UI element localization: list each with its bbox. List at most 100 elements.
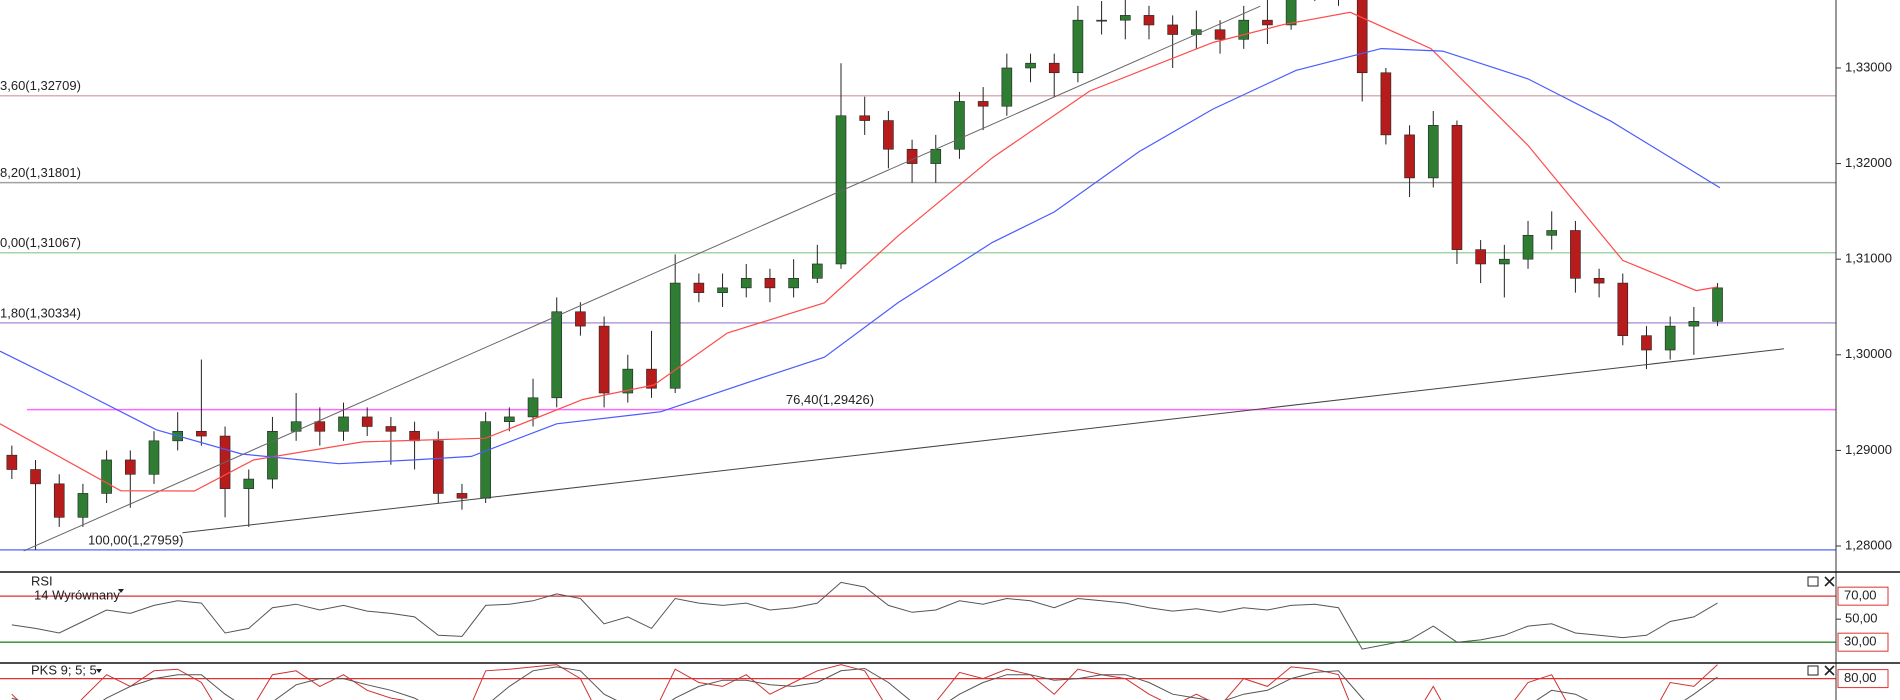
y-tick-label: 1,29000	[1845, 442, 1892, 457]
candle-body	[1712, 287, 1723, 322]
candle-body	[480, 421, 491, 499]
candle-body	[30, 469, 41, 485]
candle-body	[1238, 19, 1250, 40]
candle-body	[930, 148, 942, 164]
candle-body	[1546, 230, 1558, 236]
candle-body	[1688, 321, 1700, 327]
stoch-panel	[0, 664, 1836, 700]
y-tick-label: 1,31000	[1845, 251, 1892, 266]
candle-body	[504, 416, 515, 423]
panel-title: PKS 9; 5; 5	[31, 662, 97, 677]
trend-line	[23, 5, 1261, 552]
candle-body	[1048, 62, 1060, 74]
candle-body	[1072, 19, 1084, 74]
candle-body	[859, 115, 870, 121]
candle-body	[1285, 0, 1297, 26]
candle-body	[1522, 234, 1534, 260]
y-tick-label: 1,30000	[1845, 346, 1892, 361]
level-label: 100,00(1,27959)	[88, 532, 183, 547]
dropdown-arrow[interactable]	[118, 589, 124, 593]
candle-body	[196, 430, 207, 437]
candle-body	[385, 426, 397, 432]
level-label: 3,60(1,32709)	[0, 78, 81, 93]
candle-body	[1262, 19, 1273, 26]
level-label-box	[1837, 632, 1889, 652]
dropdown-arrow[interactable]	[96, 669, 102, 673]
candle-body	[456, 493, 468, 499]
level-label: 30,00	[1844, 634, 1877, 649]
candle-body	[1214, 29, 1226, 40]
candle-body	[788, 278, 799, 289]
level-label: 0,00(1,31067)	[0, 235, 81, 250]
candle-body	[598, 325, 610, 394]
candle-body	[53, 483, 65, 518]
candle-body	[1570, 230, 1581, 279]
y-tick-label: 1,28000	[1845, 537, 1892, 552]
candle-body	[101, 459, 112, 494]
candle-body	[740, 278, 752, 289]
candle-body	[622, 368, 634, 394]
candle-body	[835, 115, 847, 265]
candle-body	[883, 120, 894, 150]
panel-subtitle: 14 Wyrównany	[34, 587, 120, 602]
candle-body	[1119, 15, 1131, 21]
moving-average	[0, 47, 1721, 465]
candle-body	[1191, 29, 1202, 35]
candle-body	[409, 430, 420, 442]
y-tick-label: 50,00	[1845, 611, 1878, 626]
candle-body	[1380, 72, 1392, 136]
trend-line	[182, 348, 1784, 534]
candle-body	[1617, 282, 1629, 336]
candle-body	[669, 282, 681, 389]
rsi-panel	[0, 581, 1836, 650]
candle-body	[361, 416, 373, 427]
moving-average	[0, 11, 1718, 492]
candle-body	[693, 282, 705, 293]
price-panel: 3,60(1,32709) 8,20(1,31801) 0,00(1,31067) 1…	[0, 0, 1836, 552]
candle-body	[1143, 15, 1155, 26]
candle-body	[338, 416, 349, 432]
candle-body	[1427, 125, 1439, 179]
candle-body	[1025, 62, 1036, 69]
candle-body	[1499, 258, 1510, 265]
candle-body	[1641, 335, 1652, 351]
candle-body	[1167, 24, 1178, 35]
candle-body	[717, 287, 728, 293]
indicator-line	[11, 666, 1718, 700]
level-label: 76,40(1,29426)	[786, 392, 874, 407]
candle-body	[1356, 0, 1368, 74]
maximize-icon[interactable]	[1807, 665, 1819, 676]
axes: 1,28000 1,29000 1,30000 1,31000 1,32000 1,330…	[1836, 59, 1892, 689]
level-label: 70,00	[1844, 588, 1877, 603]
candle-body	[1475, 249, 1486, 265]
candle-body	[764, 278, 776, 289]
candle-body	[77, 493, 89, 518]
maximize-icon[interactable]	[1807, 576, 1819, 587]
candle-body	[6, 454, 18, 470]
candle-body	[124, 459, 136, 475]
candle-body	[954, 101, 965, 150]
candle-body	[314, 421, 326, 432]
indicator-line	[11, 581, 1718, 650]
candle-body	[551, 311, 563, 399]
candle-body	[977, 101, 989, 107]
candle-body	[1404, 134, 1415, 179]
candle-body	[527, 397, 539, 418]
candle-body	[646, 368, 657, 389]
close-icon[interactable]	[1824, 576, 1835, 587]
level-label-box	[1837, 586, 1889, 606]
candle-body	[243, 478, 255, 489]
level-label: 80,00	[1844, 670, 1877, 685]
candle-body	[1451, 125, 1463, 250]
close-icon[interactable]	[1824, 665, 1835, 676]
candle-body	[1096, 19, 1107, 22]
candle-body	[1593, 278, 1605, 284]
candle-body	[1001, 67, 1013, 107]
candle-body	[148, 440, 160, 475]
candle-body	[1664, 325, 1676, 351]
panel-title: RSI	[31, 573, 53, 588]
candle-body	[432, 440, 444, 494]
level-label: 1,80(1,30334)	[0, 305, 81, 320]
